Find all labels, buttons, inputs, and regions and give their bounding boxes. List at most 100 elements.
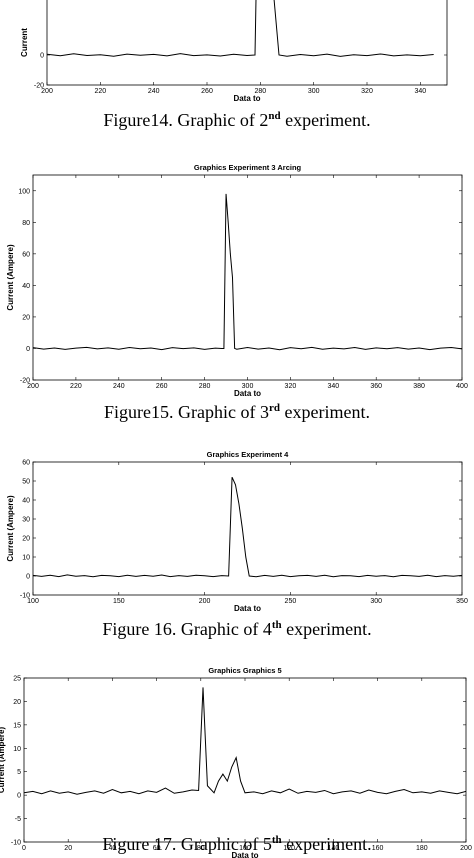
x-tick-label: 200: [27, 383, 39, 390]
caption-sup: th: [271, 834, 282, 846]
x-tick-label: 60: [153, 845, 161, 852]
x-tick-label: 20: [64, 845, 72, 852]
y-tick-label: 60: [22, 251, 30, 258]
data-line: [47, 0, 434, 57]
x-axis-label: Data to: [233, 94, 260, 103]
caption-text: Figure 17. Graphic of 5: [102, 834, 272, 854]
x-tick-label: 380: [413, 383, 425, 390]
y-tick-label: 50: [22, 479, 30, 486]
y-tick-label: 0: [26, 346, 30, 353]
y-axis-label: Current (Ampere): [0, 727, 6, 794]
y-tick-label: 15: [13, 722, 21, 729]
x-axis-label: Data to: [234, 389, 261, 398]
x-tick-label: 40: [109, 845, 117, 852]
x-tick-label: 180: [416, 845, 428, 852]
x-tick-label: 360: [370, 383, 382, 390]
caption: Figure 17. Graphic of 5th experiment.: [0, 834, 474, 855]
y-tick-label: 0: [40, 53, 44, 60]
caption-sup: nd: [268, 110, 281, 122]
y-tick-label: 25: [13, 676, 21, 683]
caption-text: experiment.: [280, 402, 370, 422]
x-tick-label: 320: [285, 383, 297, 390]
x-tick-label: 240: [113, 383, 125, 390]
caption-text: Figure14. Graphic of 2: [103, 110, 269, 130]
caption-text: experiment.: [281, 619, 372, 639]
x-tick-label: 120: [283, 845, 295, 852]
y-tick-label: 5: [17, 769, 21, 776]
y-axis-label: Current (Ampere): [6, 495, 15, 562]
y-axis-label: Current (Ampere): [6, 244, 15, 311]
x-tick-label: 300: [242, 383, 254, 390]
y-axis-label: Current: [20, 28, 29, 57]
x-tick-label: 0: [22, 845, 26, 852]
caption-text: Figure15. Graphic of 3: [104, 402, 269, 422]
x-tick-label: 260: [156, 383, 168, 390]
x-tick-label: 160: [372, 845, 384, 852]
caption-sup: th: [271, 619, 282, 631]
x-tick-label: 80: [197, 845, 205, 852]
y-tick-label: 10: [22, 555, 30, 562]
plot-frame: [32, 461, 463, 596]
y-tick-label: 20: [22, 314, 30, 321]
x-tick-label: 280: [254, 88, 266, 95]
caption-text: experiment.: [281, 834, 372, 854]
y-tick-label: -10: [11, 840, 21, 847]
x-tick-label: 100: [27, 598, 39, 605]
x-tick-label: 200: [199, 598, 211, 605]
x-tick-label: 340: [414, 88, 426, 95]
x-tick-label: 240: [148, 88, 160, 95]
y-tick-label: 40: [22, 283, 30, 290]
x-tick-label: 300: [370, 598, 382, 605]
y-tick-label: 0: [26, 574, 30, 581]
x-axis-label: Data to: [231, 851, 258, 858]
caption: Figure 16. Graphic of 4th experiment.: [0, 619, 474, 640]
caption: Figure14. Graphic of 2nd experiment.: [0, 110, 474, 131]
y-tick-label: 30: [22, 517, 30, 524]
x-tick-label: 280: [199, 383, 211, 390]
x-tick-label: 220: [70, 383, 82, 390]
chart-title: Graphics Graphics 5: [208, 666, 281, 675]
x-tick-label: 220: [94, 88, 106, 95]
x-tick-label: 250: [285, 598, 297, 605]
x-tick-label: 260: [201, 88, 213, 95]
y-tick-label: 0: [17, 793, 21, 800]
y-tick-label: -20: [20, 378, 30, 385]
y-tick-label: 10: [13, 746, 21, 753]
x-tick-label: 350: [456, 598, 468, 605]
plot-frame: [46, 0, 448, 86]
y-tick-label: 100: [18, 188, 30, 195]
x-tick-label: 140: [328, 845, 340, 852]
y-tick-label: 80: [22, 220, 30, 227]
x-tick-label: 100: [239, 845, 251, 852]
caption-sup: rd: [269, 402, 280, 414]
caption-text: Figure 16. Graphic of 4: [102, 619, 272, 639]
x-tick-label: 340: [327, 383, 339, 390]
y-tick-label: 60: [22, 460, 30, 467]
caption: Figure15. Graphic of 3rd experiment.: [0, 402, 474, 423]
plot-frame: [23, 677, 467, 843]
data-line: [33, 476, 462, 578]
data-line: [33, 193, 462, 351]
x-tick-label: 200: [460, 845, 472, 852]
y-tick-label: -5: [15, 816, 21, 823]
y-tick-label: 20: [13, 699, 21, 706]
y-tick-label: 40: [22, 498, 30, 505]
x-tick-label: 150: [113, 598, 125, 605]
y-tick-label: -10: [20, 593, 30, 600]
chart: Graphics Graphics 50 20 40 60 80 100 120 140 160…: [0, 666, 472, 858]
x-tick-label: 320: [361, 88, 373, 95]
x-axis-label: Data to: [234, 604, 261, 613]
x-tick-label: 300: [308, 88, 320, 95]
data-line: [24, 687, 466, 795]
caption-text: experiment.: [280, 110, 371, 130]
y-tick-label: -20: [34, 83, 44, 90]
chart-title: Graphics Experiment 4: [207, 450, 290, 459]
y-tick-label: 20: [22, 536, 30, 543]
chart-title: Graphics Experiment 3 Arcing: [194, 163, 302, 172]
x-tick-label: 200: [41, 88, 53, 95]
x-tick-label: 400: [456, 383, 468, 390]
